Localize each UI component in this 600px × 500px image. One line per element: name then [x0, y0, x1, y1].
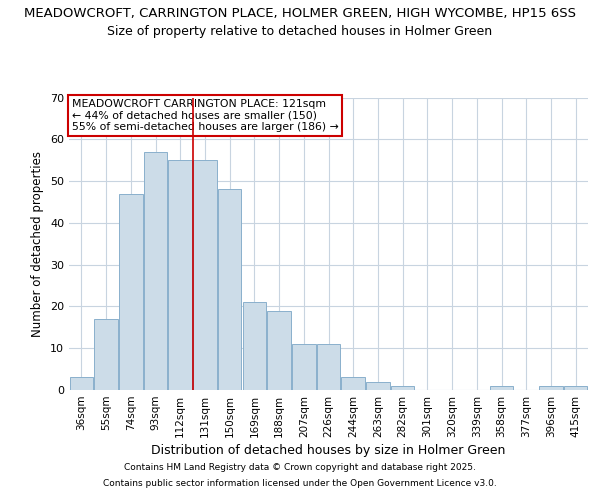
Bar [391, 386, 415, 390]
Bar [70, 378, 93, 390]
Bar [341, 378, 365, 390]
Text: MEADOWCROFT, CARRINGTON PLACE, HOLMER GREEN, HIGH WYCOMBE, HP15 6SS: MEADOWCROFT, CARRINGTON PLACE, HOLMER GR… [24, 8, 576, 20]
Bar [564, 386, 587, 390]
Bar [268, 310, 291, 390]
Y-axis label: Number of detached properties: Number of detached properties [31, 151, 44, 337]
X-axis label: Distribution of detached houses by size in Holmer Green: Distribution of detached houses by size … [151, 444, 506, 457]
Bar [539, 386, 563, 390]
Bar [193, 160, 217, 390]
Bar [94, 319, 118, 390]
Bar [292, 344, 316, 390]
Bar [169, 160, 192, 390]
Bar [218, 190, 241, 390]
Text: Size of property relative to detached houses in Holmer Green: Size of property relative to detached ho… [107, 25, 493, 38]
Bar [317, 344, 340, 390]
Text: MEADOWCROFT CARRINGTON PLACE: 121sqm
← 44% of detached houses are smaller (150)
: MEADOWCROFT CARRINGTON PLACE: 121sqm ← 4… [71, 99, 338, 132]
Bar [366, 382, 389, 390]
Text: Contains HM Land Registry data © Crown copyright and database right 2025.: Contains HM Land Registry data © Crown c… [124, 464, 476, 472]
Bar [144, 152, 167, 390]
Bar [119, 194, 143, 390]
Text: Contains public sector information licensed under the Open Government Licence v3: Contains public sector information licen… [103, 478, 497, 488]
Bar [490, 386, 513, 390]
Bar [242, 302, 266, 390]
